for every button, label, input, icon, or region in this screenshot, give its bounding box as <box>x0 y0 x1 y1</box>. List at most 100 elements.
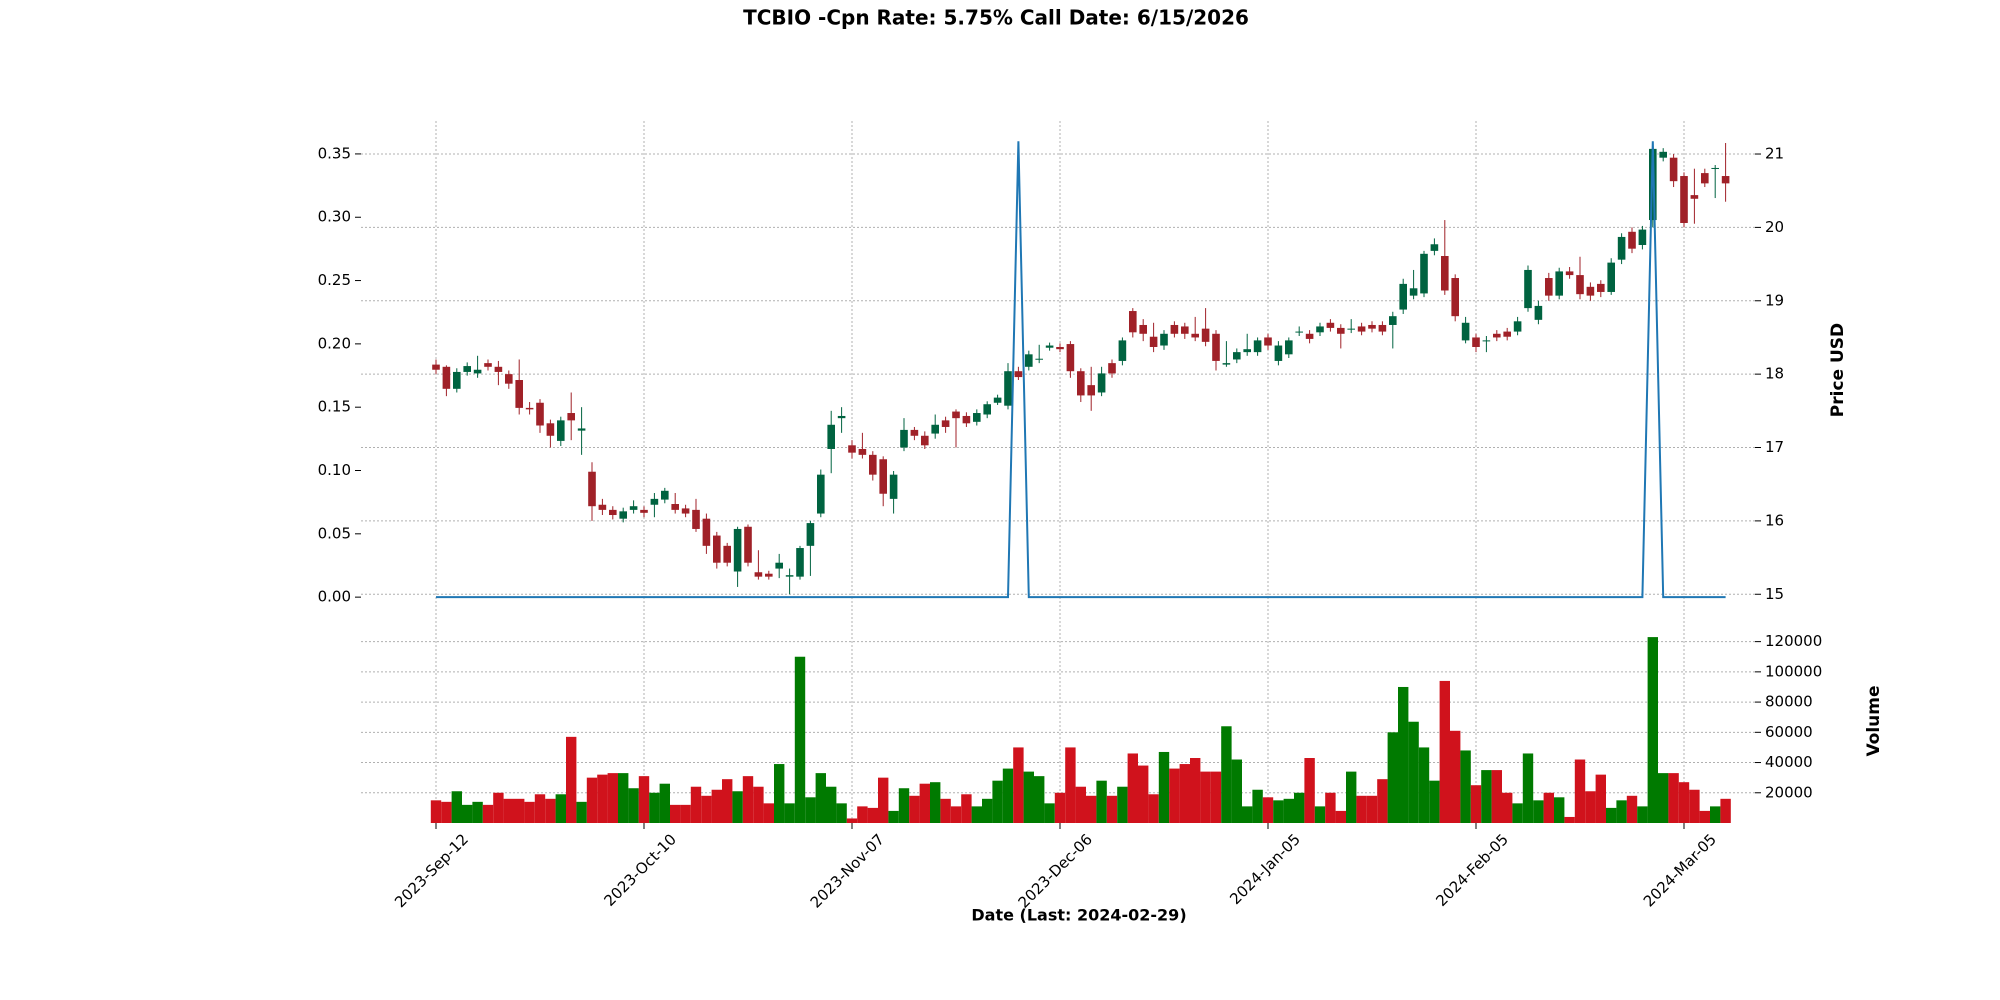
candle-body <box>1482 340 1491 342</box>
volume-bar <box>1554 797 1565 823</box>
candle-body <box>1295 331 1303 333</box>
candle-body <box>1430 244 1439 251</box>
volume-bar <box>690 786 702 823</box>
candle-body <box>1243 349 1251 353</box>
y-tick-label: 0.35 <box>318 144 351 162</box>
volume-bar <box>555 794 566 823</box>
candle-body <box>921 435 929 446</box>
volume-bar <box>1668 773 1679 823</box>
volume-bar <box>1606 807 1617 823</box>
candle-body <box>827 424 835 449</box>
volume-bar <box>1720 798 1731 823</box>
candle-body <box>1264 337 1272 346</box>
candle-body <box>1680 176 1688 223</box>
candle-body <box>1160 333 1168 346</box>
volume-bar <box>1699 810 1710 823</box>
volume-bar <box>805 797 816 823</box>
y-tick-label: 0.15 <box>318 398 351 416</box>
candle-body <box>858 448 867 455</box>
volume-bar <box>1387 732 1398 823</box>
candle-body <box>1087 385 1095 396</box>
y2-tick-label: 16 <box>1765 511 1784 529</box>
candle-body <box>1399 283 1407 310</box>
candle-body <box>598 504 607 510</box>
candle-body <box>754 572 763 577</box>
volume-bar <box>1408 721 1419 823</box>
volume-bar <box>524 801 535 823</box>
volume-bar <box>1273 800 1284 823</box>
y-tick-label: 0.00 <box>318 588 351 606</box>
volume-bar <box>1252 789 1263 823</box>
volume-bar <box>1470 785 1482 823</box>
volume-bar <box>1231 759 1242 823</box>
volume-bar <box>1616 800 1627 823</box>
candle-body <box>473 369 482 374</box>
candle-body <box>952 411 960 419</box>
volume-bar <box>878 777 889 823</box>
volume-bar <box>659 783 670 823</box>
candle-body <box>577 428 586 431</box>
volume-bar <box>1314 806 1326 823</box>
volume-bar <box>1221 726 1232 823</box>
volume-bar <box>836 803 847 823</box>
volume-bar <box>722 779 733 823</box>
candle-body <box>619 511 627 519</box>
candle-body <box>1004 371 1012 406</box>
candle-body <box>900 429 908 448</box>
volume-bar <box>784 803 795 823</box>
x-tick-label: 2023-Sep-12 <box>391 830 472 911</box>
volume-bar <box>1054 792 1066 823</box>
volume-bar <box>1460 750 1471 823</box>
candle-body <box>1555 271 1563 296</box>
volume-bar <box>753 786 764 823</box>
volume-bar <box>597 774 608 823</box>
volume-bar <box>514 798 525 823</box>
volume-bar <box>919 783 930 823</box>
y2-tick-label: 18 <box>1765 365 1784 383</box>
volume-bar <box>1595 774 1606 823</box>
candle-body <box>1305 333 1314 339</box>
volume-bar <box>462 804 473 823</box>
volume-bar <box>961 794 972 823</box>
volume-bar <box>1013 747 1024 823</box>
candle-body <box>546 423 555 436</box>
volume-bar <box>586 777 598 823</box>
candle-body <box>723 545 731 563</box>
candle-body <box>453 371 461 389</box>
volume-bar <box>763 803 774 823</box>
candle-body <box>1212 333 1220 361</box>
candle-body <box>1493 333 1501 338</box>
volume-bar <box>940 798 951 823</box>
candle-body <box>785 575 794 577</box>
volume-tick-label: 120000 <box>1765 632 1822 650</box>
volume-bar <box>992 780 1003 823</box>
candle-body <box>1711 167 1719 169</box>
candle-body <box>1233 352 1241 360</box>
volume-bar <box>1169 768 1180 823</box>
volume-bar <box>534 794 546 823</box>
candle-body <box>1170 324 1179 334</box>
volume-bar <box>441 801 452 823</box>
volume-bar <box>566 736 577 823</box>
candle-body <box>1659 151 1667 158</box>
volume-bar <box>1356 795 1367 823</box>
candle-body <box>1389 316 1397 325</box>
volume-bar <box>1533 800 1544 823</box>
volume-bar <box>1678 782 1690 823</box>
candle-body <box>1441 256 1449 291</box>
candle-body <box>494 366 503 372</box>
volume-bar <box>1044 803 1055 823</box>
candle-body <box>1409 288 1418 296</box>
volume-bar <box>1522 753 1534 823</box>
candle-body <box>973 413 981 422</box>
candle-body <box>1534 305 1543 320</box>
volume-bar <box>618 773 629 823</box>
volume-bar <box>826 786 837 823</box>
candle-body <box>588 471 596 507</box>
candle-body <box>1149 336 1158 347</box>
candle-body <box>1472 337 1480 347</box>
candle-body <box>1503 331 1511 337</box>
volume-bar <box>867 807 878 823</box>
volume-bar <box>1450 730 1461 823</box>
